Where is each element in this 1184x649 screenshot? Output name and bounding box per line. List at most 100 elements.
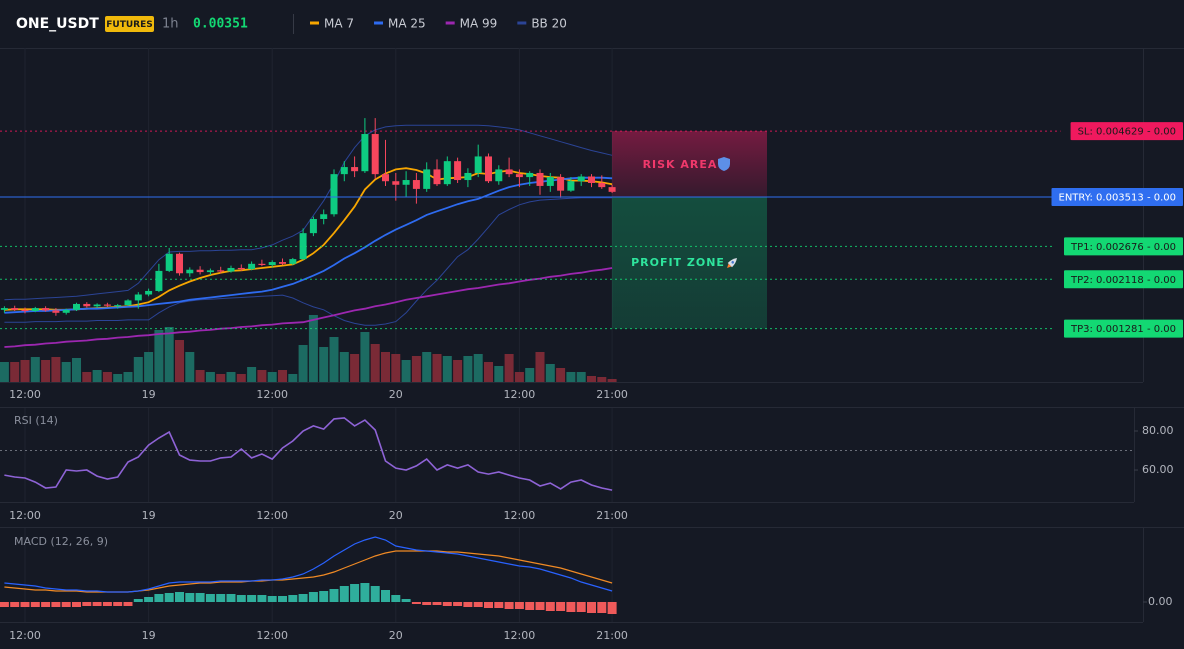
- volume-bar: [587, 376, 596, 382]
- histogram-bar: [20, 602, 30, 607]
- x-tick-label: 12:00: [504, 388, 536, 401]
- candle-body: [588, 176, 595, 183]
- x-tick-label: 20: [389, 629, 403, 642]
- histogram-bar: [370, 586, 380, 602]
- histogram-bar: [236, 595, 246, 602]
- macd-line: [4, 536, 613, 593]
- candle-body: [73, 303, 80, 310]
- x-tick-label: 20: [389, 388, 403, 401]
- candle-body: [557, 177, 565, 191]
- candle-body: [217, 270, 225, 272]
- candle-body: [268, 262, 276, 266]
- histogram-bar: [514, 602, 524, 609]
- candle-body: [206, 270, 214, 273]
- candle-body: [382, 174, 389, 182]
- x-tick-label: 12:00: [256, 509, 288, 522]
- x-tick-label: 21:00: [596, 629, 628, 642]
- volume-bar: [494, 366, 504, 382]
- histogram-bar: [144, 597, 154, 602]
- candle-body: [485, 156, 492, 182]
- volume-bar: [535, 352, 545, 382]
- volume-bar: [236, 374, 246, 382]
- histogram-bar: [432, 602, 442, 605]
- candle-body: [279, 262, 286, 264]
- legend-label: MA 25: [388, 17, 426, 31]
- candle-body: [392, 181, 400, 185]
- x-tick-label: 12:00: [256, 629, 288, 642]
- y-tick-label: 0.00: [1148, 595, 1173, 608]
- histogram-bar: [473, 602, 483, 607]
- candle-body: [371, 134, 379, 175]
- candle-body: [433, 169, 441, 185]
- histogram-bar: [381, 590, 390, 602]
- volume-bar: [370, 344, 380, 382]
- volume-bar: [473, 354, 483, 382]
- candle-body: [134, 294, 142, 301]
- candle-body: [423, 169, 431, 189]
- histogram-bar: [205, 594, 215, 602]
- candle-body: [454, 161, 462, 181]
- histogram-bar: [401, 599, 411, 602]
- volume-bar: [144, 352, 154, 382]
- volume-bar: [607, 379, 617, 382]
- volume-bar: [401, 360, 411, 382]
- volume-bar: [195, 370, 205, 382]
- panel-title: MACD (12, 26, 9): [14, 535, 108, 548]
- x-tick-label: 19: [142, 509, 156, 522]
- candle-body: [320, 214, 328, 219]
- legend-label: MA 99: [460, 17, 498, 31]
- candle-body: [11, 308, 19, 310]
- histogram-bar: [164, 593, 174, 602]
- volume-bar: [205, 372, 215, 382]
- histogram-bar: [102, 602, 112, 606]
- volume-bar: [123, 372, 133, 382]
- volume-bar: [102, 372, 112, 382]
- candle-body: [598, 182, 606, 188]
- histogram-bar: [185, 593, 195, 602]
- histogram-bar: [494, 602, 504, 608]
- histogram-bar: [41, 602, 51, 607]
- candle-body: [124, 300, 132, 306]
- histogram-bar: [195, 593, 205, 602]
- volume-bar: [41, 360, 51, 382]
- histogram-bar: [525, 602, 535, 610]
- histogram-bar: [453, 602, 463, 606]
- candle-body: [608, 187, 616, 192]
- histogram-bar: [278, 596, 287, 602]
- legend-label: MA 7: [324, 17, 354, 31]
- x-tick-label: 12:00: [9, 388, 41, 401]
- volume-bar: [82, 372, 92, 382]
- volume-bar: [504, 354, 514, 382]
- candle-body: [165, 253, 173, 271]
- shield-icon: [718, 157, 730, 171]
- candle-body: [62, 309, 70, 313]
- candle-body: [474, 156, 482, 173]
- histogram-bar: [288, 595, 298, 602]
- volume-bar: [432, 354, 442, 382]
- volume-bar: [298, 345, 308, 382]
- volume-bar: [247, 367, 257, 382]
- candle-body: [299, 233, 307, 260]
- x-tick-label: 21:00: [596, 388, 628, 401]
- volume-bar: [175, 340, 184, 382]
- x-tick-label: 12:00: [9, 629, 41, 642]
- x-tick-label: 12:00: [504, 509, 536, 522]
- candle-body: [567, 181, 575, 191]
- volume-bar: [576, 372, 586, 382]
- candle-body: [52, 310, 60, 313]
- volume-bar: [20, 360, 30, 382]
- histogram-bar: [298, 594, 308, 602]
- histogram-bar: [504, 602, 514, 609]
- symbol: ONE_USDT: [16, 16, 99, 32]
- candle-body: [309, 218, 317, 234]
- histogram-bar: [319, 591, 329, 602]
- volume-bar: [463, 356, 473, 382]
- volume-bar: [422, 352, 432, 382]
- histogram-bar: [350, 584, 360, 602]
- candle-body: [536, 172, 544, 186]
- volume-bar: [339, 352, 349, 382]
- candle-body: [42, 308, 50, 311]
- candle-body: [237, 267, 245, 270]
- candle-body: [155, 270, 163, 291]
